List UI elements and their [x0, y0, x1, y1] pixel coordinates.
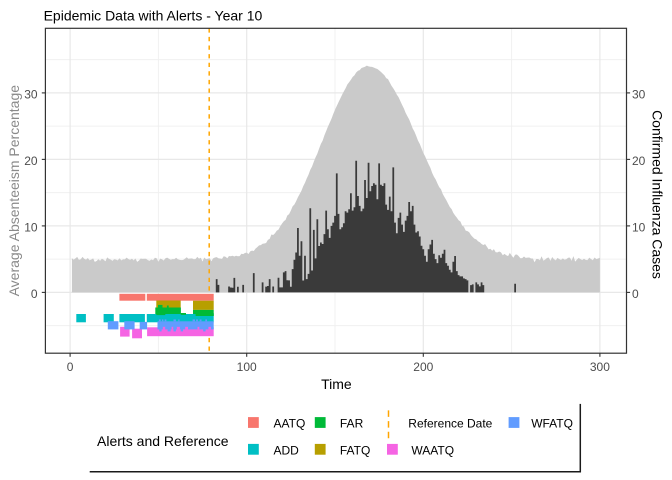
svg-text:FAR: FAR	[340, 417, 364, 431]
svg-text:100: 100	[237, 360, 257, 374]
svg-text:Average Absenteeism Percentage: Average Absenteeism Percentage	[6, 85, 22, 297]
svg-text:0: 0	[632, 287, 639, 301]
svg-text:0: 0	[67, 360, 74, 374]
svg-text:Reference Date: Reference Date	[408, 417, 492, 431]
svg-text:20: 20	[632, 154, 646, 168]
svg-text:Alerts and Reference: Alerts and Reference	[97, 433, 229, 449]
svg-text:AATQ: AATQ	[274, 417, 306, 431]
svg-text:FATQ: FATQ	[340, 443, 370, 457]
svg-text:200: 200	[413, 360, 433, 374]
svg-text:WAATQ: WAATQ	[411, 443, 454, 457]
svg-text:Confirmed Influenza Cases: Confirmed Influenza Cases	[650, 110, 666, 279]
svg-text:0: 0	[31, 287, 38, 301]
svg-text:30: 30	[24, 87, 38, 101]
svg-text:30: 30	[632, 87, 646, 101]
svg-text:300: 300	[590, 360, 610, 374]
svg-text:ADD: ADD	[274, 443, 300, 457]
svg-text:10: 10	[24, 220, 38, 234]
svg-text:10: 10	[632, 220, 646, 234]
svg-text:WFATQ: WFATQ	[531, 417, 573, 431]
svg-text:20: 20	[24, 154, 38, 168]
svg-text:Time: Time	[321, 376, 352, 392]
svg-text:Epidemic Data with Alerts - Ye: Epidemic Data with Alerts - Year 10	[44, 7, 263, 23]
